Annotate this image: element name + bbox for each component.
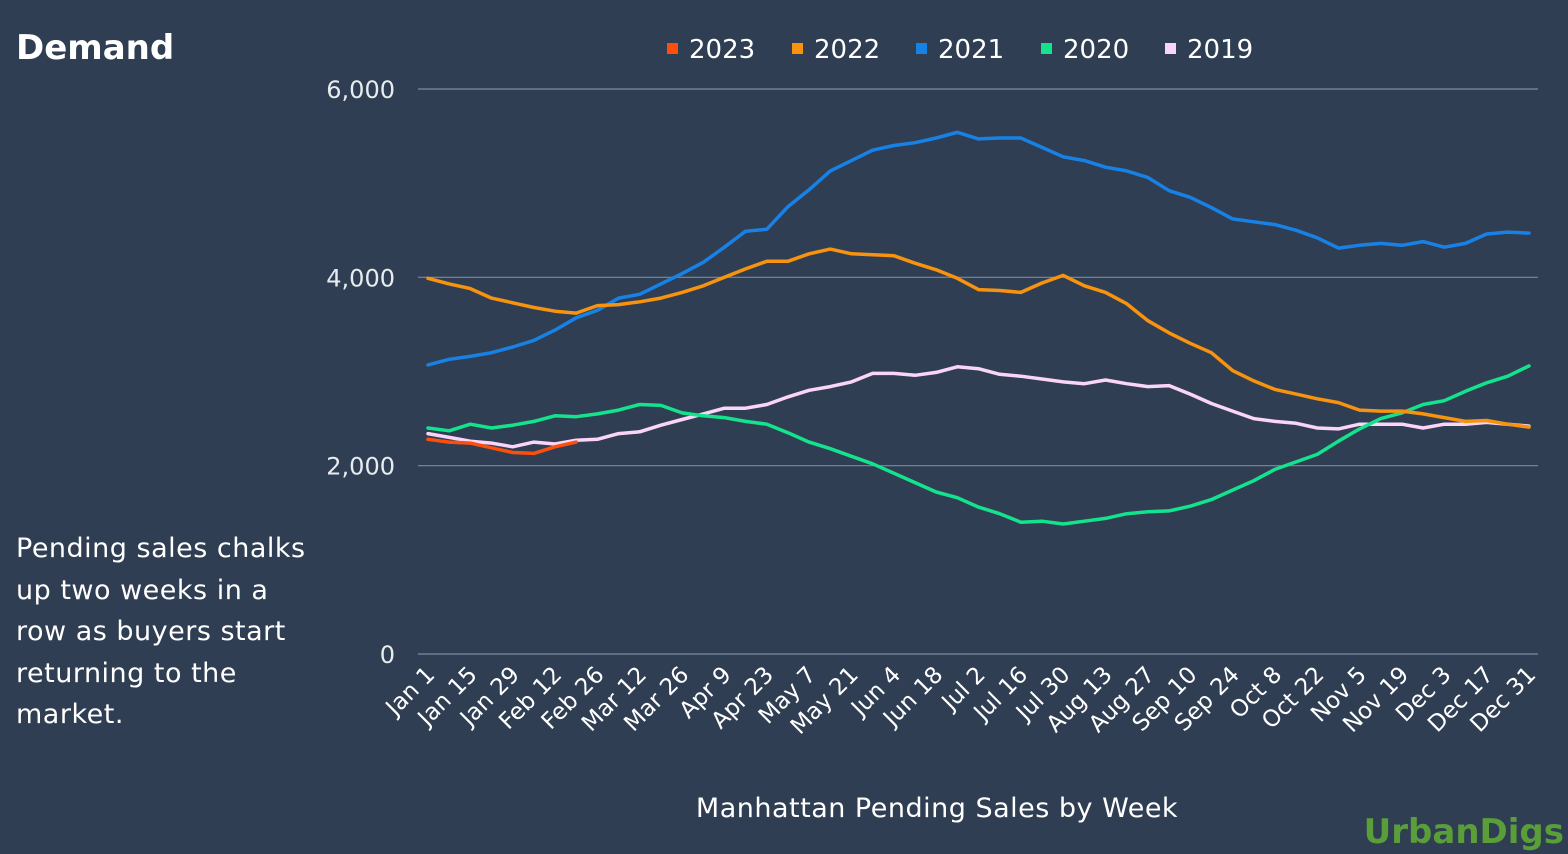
legend-swatch-2021 bbox=[916, 43, 927, 54]
series-line-2019 bbox=[426, 365, 1531, 449]
y-tick-label: 2,000 bbox=[326, 453, 395, 481]
series-lines bbox=[426, 130, 1531, 526]
chart-grid bbox=[418, 88, 1538, 655]
brand-logo: UrbanDigs bbox=[1363, 812, 1564, 852]
series-line-2020 bbox=[426, 364, 1531, 526]
series-line-2021 bbox=[426, 130, 1531, 367]
legend-label-2020: 2020 bbox=[1063, 35, 1129, 65]
legend-label-2023: 2023 bbox=[689, 35, 755, 65]
legend-swatch-2023 bbox=[667, 43, 678, 54]
y-tick-label: 6,000 bbox=[326, 76, 395, 104]
y-tick-label: 4,000 bbox=[326, 264, 395, 292]
x-axis-label: Manhattan Pending Sales by Week bbox=[696, 793, 1178, 824]
legend-label-2021: 2021 bbox=[938, 35, 1004, 65]
chart-description: Pending sales chalks up two weeks in a r… bbox=[16, 533, 306, 730]
series-line-2023 bbox=[426, 437, 578, 456]
y-tick-label: 0 bbox=[380, 641, 395, 669]
legend-label-2022: 2022 bbox=[814, 35, 880, 65]
series-line-2022 bbox=[426, 247, 1531, 429]
legend-swatch-2022 bbox=[792, 43, 803, 54]
page-title: Demand bbox=[16, 28, 175, 68]
y-axis-ticks: 0 2,000 4,000 6,000 bbox=[326, 76, 395, 669]
legend-swatch-2019 bbox=[1165, 43, 1176, 54]
legend-swatch-2020 bbox=[1041, 43, 1052, 54]
chart-legend: 2023 2022 2021 2020 2019 bbox=[667, 35, 1253, 65]
legend-label-2019: 2019 bbox=[1187, 35, 1253, 65]
